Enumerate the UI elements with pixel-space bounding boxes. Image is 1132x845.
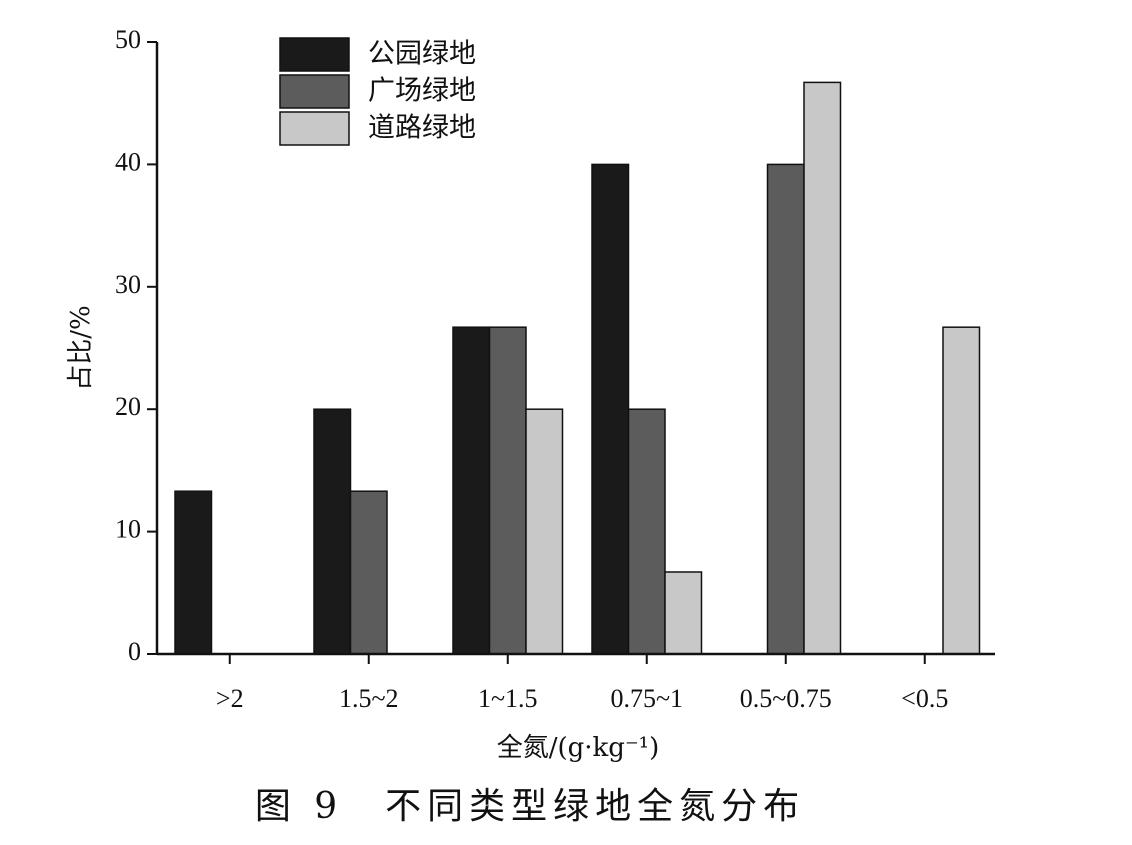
x-tick-label: <0.5 bbox=[901, 684, 948, 713]
y-tick-label: 40 bbox=[115, 147, 141, 176]
bar-0-2 bbox=[452, 326, 491, 655]
bar-2-3 bbox=[664, 571, 703, 655]
bar-2-2 bbox=[525, 408, 564, 655]
x-tick-label: 0.5~0.75 bbox=[740, 684, 832, 713]
legend-swatch bbox=[279, 111, 350, 146]
x-axis-title: 全氮/(g·kg⁻¹) bbox=[497, 733, 660, 763]
y-axis-title: 占比/% bbox=[66, 305, 96, 390]
y-tick-label: 20 bbox=[115, 392, 141, 421]
bar-0-1 bbox=[313, 408, 352, 655]
y-tick-label: 10 bbox=[115, 515, 141, 544]
x-tick-label: >2 bbox=[216, 684, 244, 713]
bar-2-4 bbox=[803, 81, 842, 655]
x-tick-label: 1~1.5 bbox=[478, 684, 538, 713]
bar-1-2 bbox=[488, 326, 527, 655]
bars-layer bbox=[174, 81, 981, 655]
legend-swatch bbox=[279, 37, 350, 72]
legend-label: 公园绿地 bbox=[368, 39, 476, 70]
legend-swatch bbox=[279, 74, 350, 109]
y-tick-label: 50 bbox=[115, 25, 141, 54]
legend-label: 道路绿地 bbox=[368, 113, 476, 144]
bar-1-4 bbox=[766, 163, 805, 655]
bar-1-3 bbox=[627, 408, 666, 655]
bar-1-1 bbox=[349, 490, 388, 655]
x-ticks: >2 1.5~2 1~1.5 0.75~1 0.5~0.75 <0.5 bbox=[216, 654, 948, 713]
y-tick-label: 0 bbox=[128, 637, 141, 666]
axes-layer bbox=[155, 42, 995, 656]
figure-caption: 图 9 不同类型绿地全氮分布 bbox=[255, 786, 805, 827]
x-tick-label: 1.5~2 bbox=[339, 684, 399, 713]
y-ticks: 0 10 20 30 40 50 bbox=[115, 25, 157, 666]
bar-0-3 bbox=[591, 163, 630, 655]
bar-2-5 bbox=[942, 326, 981, 655]
x-tick-label: 0.75~1 bbox=[610, 684, 683, 713]
legend-label: 广场绿地 bbox=[368, 76, 476, 107]
y-tick-label: 30 bbox=[115, 270, 141, 299]
bar-0-0 bbox=[174, 490, 213, 655]
